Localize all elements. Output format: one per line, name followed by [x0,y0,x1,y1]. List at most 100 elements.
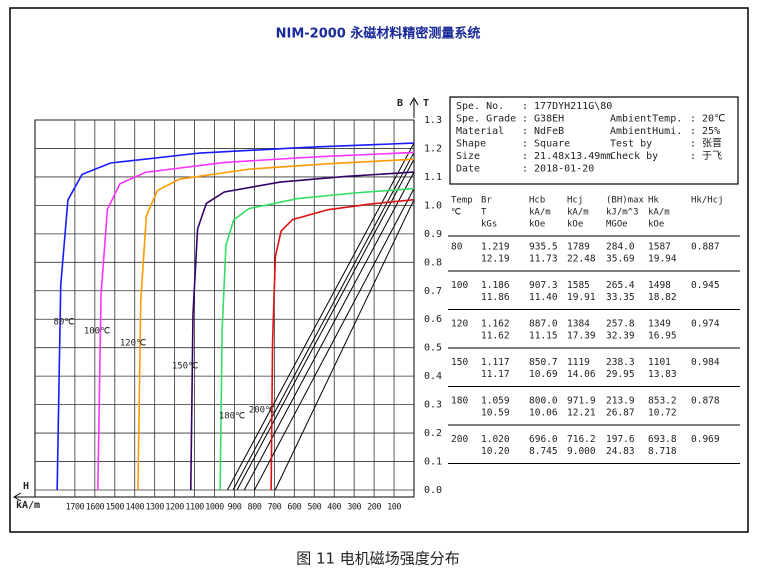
y-tick-label: 0.1 [424,457,442,468]
table-header: kA/m [567,208,589,218]
table-cell: 850.7 [529,357,558,368]
table-header: Hcb [529,196,545,206]
table-cell: 0.887 [691,242,720,253]
table-cell: 257.8 [606,319,635,330]
table-cell: 10.69 [529,369,558,380]
b-line [253,188,415,491]
j-curve [270,198,415,491]
curve-label: 100℃ [84,327,110,337]
table-cell: 800.0 [529,396,558,407]
info-label: Date [456,164,480,175]
table-header: Hk/Hcj [691,196,724,206]
table-cell: 0.974 [691,319,720,330]
table-cell: 11.86 [481,292,510,303]
x-tick-label: 1400 [125,503,144,513]
y-tick-label: 1.0 [424,200,442,211]
table-header: kOe [648,220,664,230]
x-tick-label: 1100 [185,503,204,513]
table-cell: 1789 [567,242,590,253]
table-header: ℃ [451,208,461,218]
x-tick-label: 1000 [205,503,224,513]
table-cell: 0.945 [691,280,720,291]
table-header: (BH)max [606,196,645,206]
table-cell: 35.69 [606,254,635,265]
x-tick-label: 300 [347,503,361,513]
j-curve [189,171,415,491]
table-cell: 213.9 [606,396,635,407]
table-cell: 696.0 [529,434,558,445]
x-tick-label: 900 [228,503,242,513]
table-cell: 1119 [567,357,590,368]
x-tick-label: 1300 [145,503,164,513]
x-axis-label: H [23,481,29,492]
x-tick-label: 500 [307,503,321,513]
table-header: MGOe [606,220,628,230]
table-cell: 0.878 [691,396,720,407]
frame [9,7,749,533]
y-tick-label: 0.3 [424,400,442,411]
x-tick-label: 1600 [86,503,105,513]
table-cell: 265.4 [606,280,635,291]
table-header: T [481,208,487,218]
table-cell: 14.06 [567,369,596,380]
table-cell: 1101 [648,357,671,368]
y-tick-label: 0.4 [424,371,442,382]
table-cell: 11.62 [481,331,510,342]
info-label: Test by [610,139,652,150]
table-cell: 11.15 [529,331,558,342]
info-label: Size [456,151,480,162]
info-value: : 177DYH211G\80 [522,101,612,112]
y-tick-label: 1.3 [424,115,442,126]
table-cell: 80 [451,242,463,253]
curve-label: 180℃ [219,412,245,422]
table-header: Temp [451,196,473,206]
table-cell: 0.984 [691,357,720,368]
table-header: kA/m [529,208,551,218]
table-header: Hk [648,196,659,206]
table-cell: 0.969 [691,434,720,445]
info-box [449,96,739,185]
y-tick-label: 0.8 [424,257,442,268]
table-cell: 935.5 [529,242,558,253]
table-cell: 12.19 [481,254,510,265]
table-cell: 120 [451,319,468,330]
info-value: : 2018-01-20 [522,164,594,175]
info-label: Shape [456,139,486,150]
x-tick-label: 1500 [106,503,125,513]
curve-label: 200℃ [249,406,275,416]
table-cell: 100 [451,280,468,291]
table-header: kOe [529,220,545,230]
table-cell: 24.83 [606,446,635,457]
table-cell: 200 [451,434,468,445]
table-cell: 971.9 [567,396,596,407]
table-header: kJ/m^3 [606,208,639,218]
table-cell: 10.59 [481,408,510,419]
x-tick-label: 200 [367,503,381,513]
table-cell: 8.718 [648,446,677,457]
curve-label: 150℃ [172,362,198,372]
y-tick-label: 1.2 [424,143,442,154]
y-tick-label: 0.0 [424,485,442,496]
table-header: kA/m [648,208,670,218]
info-label: Check by [610,151,658,162]
curve-label: 120℃ [120,339,146,349]
table-header: Br [481,196,492,206]
table-cell: 1.117 [481,357,510,368]
j-curve [219,187,415,491]
info-value: : 于飞 [690,151,722,162]
info-value: : 张晋 [690,138,722,150]
table-cell: 13.83 [648,369,677,380]
table-header: kOe [567,220,583,230]
b-line [232,152,415,491]
y-axis-unit: T [423,98,429,109]
table-cell: 8.745 [529,446,558,457]
table-cell: 16.95 [648,331,677,342]
b-line [226,142,415,491]
y-arrow-head [409,96,419,106]
table-cell: 180 [451,396,468,407]
info-label: AmbientHumi. [610,126,682,137]
info-value: : 25% [690,126,720,137]
b-line [274,199,415,491]
